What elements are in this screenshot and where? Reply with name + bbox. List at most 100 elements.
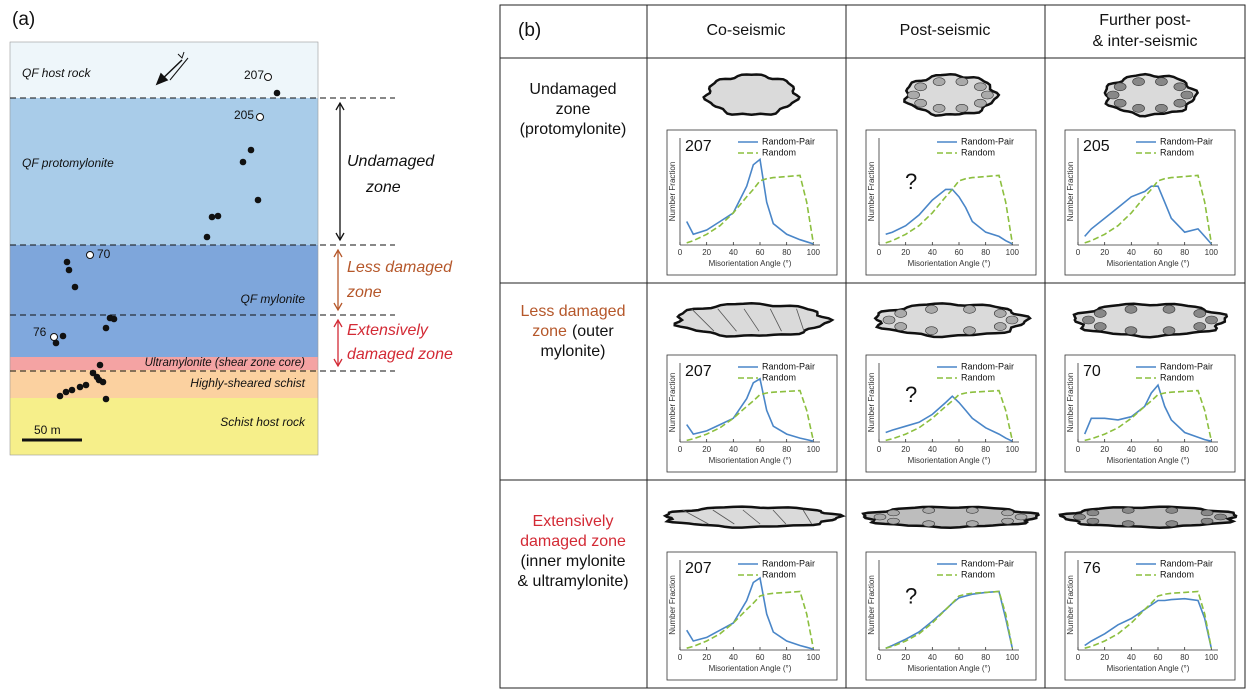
zone-label: Undamaged <box>347 153 435 170</box>
fracture <box>796 308 805 332</box>
legend-label: Random-Pair <box>762 558 815 568</box>
chart-box <box>666 551 838 681</box>
chart-box <box>865 129 1037 276</box>
x-tick-label: 20 <box>901 445 910 454</box>
x-tick-label: 80 <box>782 445 791 454</box>
series-line <box>1084 590 1213 649</box>
row-header: Extensively <box>533 513 614 530</box>
chart: 0 20 40 60 80 100 Misorientation Angle (°) Numb… <box>1064 354 1236 473</box>
grain-patch <box>1005 315 1019 325</box>
series-line <box>686 576 814 650</box>
chart-box <box>666 129 838 276</box>
chart-box <box>1064 129 1236 276</box>
grain-patch <box>965 520 979 527</box>
sample-label: 207 <box>685 138 712 155</box>
x-tick-label: 20 <box>1100 248 1109 257</box>
chart: 0 20 40 60 80 100 Misorientation Angle (°) Numb… <box>666 129 838 276</box>
chart-box <box>666 354 838 473</box>
x-axis-label: Misorientation Angle (°) <box>908 456 991 465</box>
legend-label: Random-Pair <box>961 361 1014 371</box>
scale-label: 50 m <box>34 423 61 437</box>
grain-patch <box>1124 305 1138 314</box>
x-tick-label: 0 <box>877 248 882 257</box>
legend-label: Random <box>762 147 796 157</box>
sample-label: 207 <box>685 560 712 577</box>
x-axis-label: Misorientation Angle (°) <box>1107 664 1190 673</box>
sample-label: 76 <box>1083 560 1101 577</box>
grain-patch <box>963 305 976 314</box>
grain-patch <box>1180 90 1194 100</box>
series-line <box>885 395 1013 442</box>
y-axis-label: Number Fraction <box>1066 373 1075 433</box>
x-axis-label: Misorientation Angle (°) <box>908 259 991 268</box>
y-axis-label: Number Fraction <box>867 162 876 222</box>
grain-patch <box>925 305 938 314</box>
zone-label: Extensively <box>347 322 429 339</box>
series-line <box>685 157 814 245</box>
chart-box <box>865 354 1037 473</box>
grain-patch <box>1200 509 1214 517</box>
grain-patch <box>974 82 987 92</box>
x-tick-label: 100 <box>807 653 821 662</box>
grain-sketch <box>1058 505 1238 530</box>
row-header-part: (outer <box>572 323 614 340</box>
y-axis-label: Number Fraction <box>867 373 876 433</box>
grain-patch <box>955 77 969 86</box>
legend-label: Random <box>961 569 995 579</box>
grain-patch <box>932 104 946 113</box>
unit-label: QF host rock <box>22 66 91 80</box>
x-tick-label: 40 <box>1127 445 1136 454</box>
legend-label: Random <box>1160 147 1194 157</box>
grain-patch <box>993 322 1007 331</box>
x-tick-label: 60 <box>756 445 765 454</box>
grain-sketch <box>1072 302 1229 339</box>
fracture <box>772 509 787 525</box>
legend-label: Random <box>961 372 995 382</box>
grain-sketch <box>861 505 1041 530</box>
row-header: & ultramylonite) <box>517 573 628 590</box>
legend-label: Random <box>1160 569 1194 579</box>
x-axis-label: Misorientation Angle (°) <box>709 456 792 465</box>
x-tick-label: 20 <box>1100 445 1109 454</box>
fracture <box>769 308 782 332</box>
row-header: zone (outer <box>532 323 614 340</box>
sample-label: 207 <box>685 363 712 380</box>
grain-patch <box>1162 305 1176 314</box>
zone-label: damaged zone <box>347 346 453 363</box>
x-tick-label: 60 <box>955 445 964 454</box>
fracture <box>802 509 813 525</box>
legend-label: Random-Pair <box>1160 558 1213 568</box>
grain-sketch <box>662 505 846 529</box>
grain-patch <box>955 104 969 113</box>
series-line <box>1083 383 1212 442</box>
x-tick-label: 80 <box>981 248 990 257</box>
labelled-samples <box>50 73 272 341</box>
x-tick-label: 0 <box>877 653 882 662</box>
table-grid <box>499 4 1246 689</box>
grain-patch <box>1001 509 1014 517</box>
x-tick-label: 100 <box>1006 653 1020 662</box>
x-tick-label: 20 <box>901 248 910 257</box>
fracture <box>742 509 761 525</box>
legend-label: Random-Pair <box>1160 136 1213 146</box>
grain-sketch <box>673 302 835 338</box>
x-tick-label: 20 <box>1100 653 1109 662</box>
column-header: Further post- <box>1099 12 1191 29</box>
x-axis-label: Misorientation Angle (°) <box>709 664 792 673</box>
unit-area <box>10 357 318 370</box>
sample-label: ? <box>905 584 917 609</box>
x-tick-label: 80 <box>1180 653 1189 662</box>
y-axis-label: Number Fraction <box>867 575 876 635</box>
grain-patch <box>922 507 936 514</box>
series-line <box>885 174 1014 244</box>
north-arrow <box>155 51 189 86</box>
sample-dots <box>52 89 281 403</box>
grain-patch <box>1193 309 1207 318</box>
grain-patch <box>1132 104 1145 113</box>
row-header: zone <box>556 101 591 118</box>
grain-patch <box>1086 509 1100 517</box>
x-tick-label: 80 <box>1180 248 1189 257</box>
sample-label: ? <box>905 382 917 407</box>
unit-area <box>10 245 318 315</box>
